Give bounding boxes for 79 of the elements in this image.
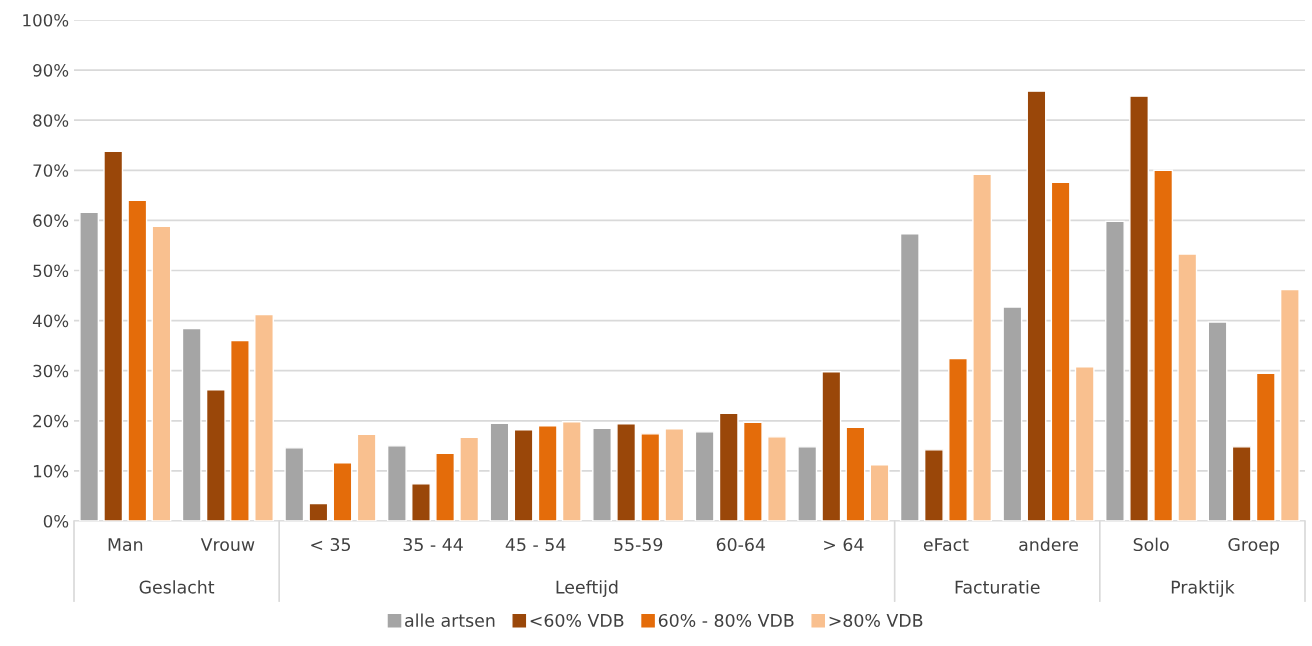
y-tick-label: 10% (33, 464, 69, 478)
bar (821, 371, 842, 521)
bar (1177, 253, 1198, 521)
x-tick-label: Solo (1133, 537, 1169, 552)
x-tick-label: 60-64 (716, 537, 766, 552)
y-tick-label: 50% (33, 264, 69, 278)
y-tick-label: 80% (33, 114, 69, 127)
bar (923, 449, 944, 521)
x-tick-label: eFact (923, 538, 969, 552)
bar (742, 421, 763, 521)
bar (1279, 288, 1300, 521)
bar (972, 173, 993, 521)
bar (386, 445, 407, 521)
x-tick-label: 35 - 44 (403, 537, 463, 552)
bar (103, 150, 124, 521)
bar (151, 225, 172, 521)
y-tick-label: 90% (33, 64, 69, 77)
legend-label: 60% - 80% VDB (658, 613, 794, 628)
bar (284, 447, 305, 521)
bar (592, 427, 612, 521)
bar (899, 233, 920, 521)
bar (127, 199, 148, 521)
bar (1153, 169, 1174, 521)
bar (1002, 306, 1023, 521)
y-tick-label: 20% (33, 414, 69, 428)
x-tick-label: Vrouw (200, 538, 255, 552)
bar (181, 327, 202, 521)
bar (1074, 365, 1095, 521)
bar (1255, 372, 1276, 521)
bar (664, 428, 685, 521)
bar (1050, 181, 1071, 521)
text: Geslacht (139, 580, 215, 594)
x-tick-label: > 64 (824, 537, 864, 552)
bar (797, 446, 818, 521)
y-tick-label: 100% (23, 13, 69, 27)
x-tick-label: Man (108, 538, 143, 552)
bar (1129, 95, 1149, 521)
legend-label: alle artsen (405, 613, 495, 628)
bar (1105, 220, 1125, 521)
bar (616, 423, 637, 521)
bar (411, 483, 431, 521)
bar (459, 436, 480, 521)
bar (489, 422, 510, 521)
y-tick-label: 70% (33, 164, 69, 177)
bar (254, 313, 274, 521)
x-tick-label: Groep (1228, 537, 1280, 555)
bar (845, 426, 866, 521)
y-tick-label: 40% (32, 314, 69, 328)
x-tick-label: 45 - 54 (505, 538, 566, 552)
bar (561, 421, 582, 521)
bar (948, 357, 968, 521)
bar (332, 462, 353, 521)
text: Facturatie (955, 580, 1040, 594)
legend-label: >80% VDB (829, 613, 923, 628)
text: Leeftijd (556, 580, 618, 598)
bar (356, 433, 377, 521)
bar (79, 211, 100, 521)
bar (205, 389, 226, 521)
y-tick-label: 60% (33, 214, 69, 227)
bar (640, 433, 661, 521)
bar (308, 502, 329, 521)
bar (1207, 321, 1228, 521)
bar (694, 431, 715, 521)
y-tick-label: 30% (33, 364, 69, 378)
bar (513, 429, 534, 521)
bar (718, 412, 739, 521)
x-tick-label: andere (1019, 537, 1078, 552)
bar (230, 339, 250, 521)
legend-label: <60% VDB (530, 613, 624, 628)
bar (767, 436, 787, 521)
x-tick-label: 55-59 (614, 537, 663, 552)
bar (1026, 90, 1047, 521)
text: Praktijk (1171, 580, 1235, 598)
bar (869, 464, 890, 521)
bar (1231, 446, 1252, 521)
y-tick-label: 0% (43, 514, 69, 528)
bar (435, 452, 456, 521)
x-tick-label: < 35 (311, 537, 351, 552)
bar (537, 425, 558, 521)
